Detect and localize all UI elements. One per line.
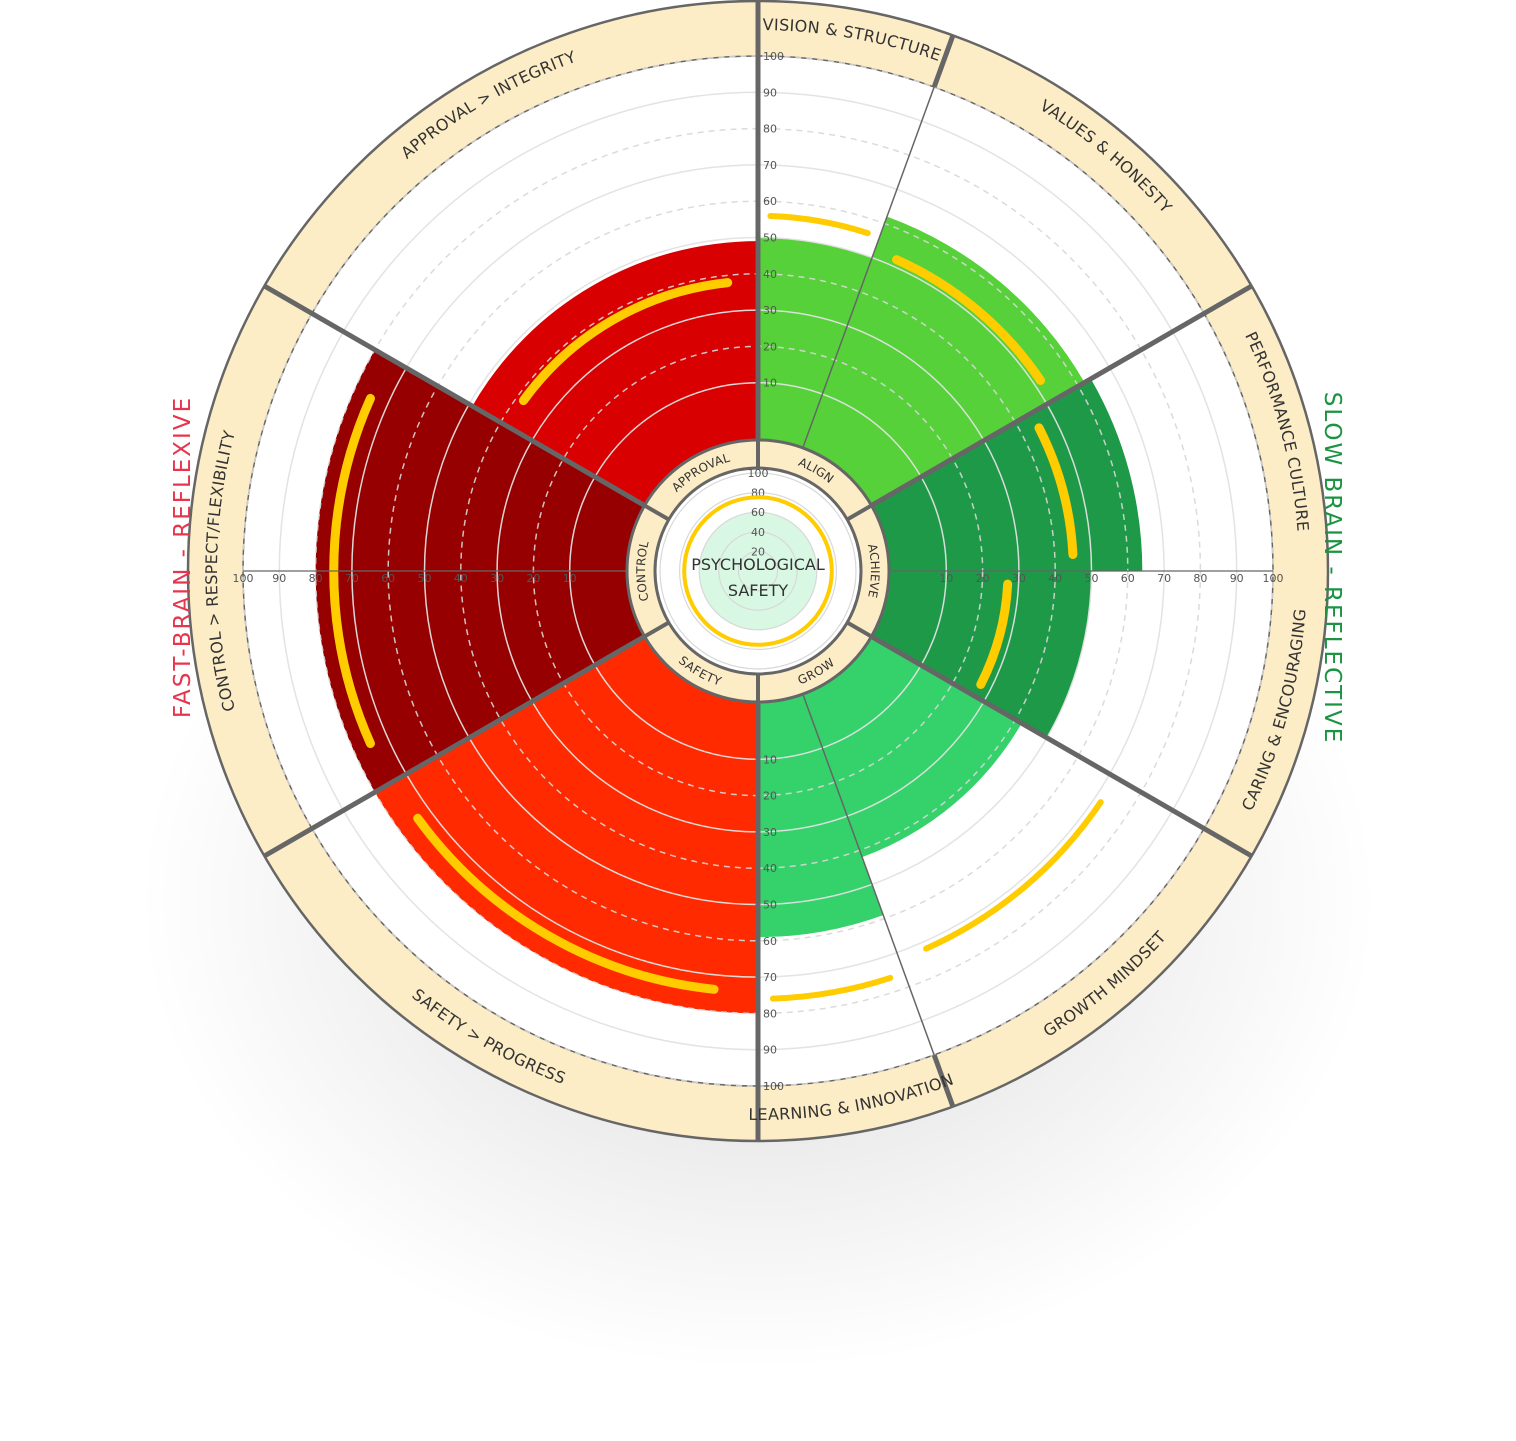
marker-arc-3 <box>976 579 1013 689</box>
tick-label: 60 <box>763 935 777 948</box>
tick-label: 70 <box>763 159 777 172</box>
tick-label: 50 <box>763 899 777 912</box>
center-tick-label: 40 <box>751 526 765 539</box>
tick-label: 20 <box>976 572 990 585</box>
tick-label: 30 <box>763 826 777 839</box>
tick-label: 50 <box>418 572 432 585</box>
bar-vision-structure <box>758 237 873 448</box>
center-title-line2: SAFETY <box>728 581 788 600</box>
tick-label: 30 <box>1012 572 1026 585</box>
inner-label-control: CONTROL <box>633 539 651 603</box>
tick-label: 40 <box>1048 572 1062 585</box>
tick-label: 60 <box>763 195 777 208</box>
tick-label: 80 <box>763 1007 777 1020</box>
tick-label: 80 <box>1193 572 1207 585</box>
tick-label: 90 <box>1230 572 1244 585</box>
tick-label: 30 <box>763 304 777 317</box>
center-tick-label: 60 <box>751 506 765 519</box>
right-side-title: SLOW BRAIN - REFLECTIVE <box>1319 392 1345 744</box>
tick-label: 10 <box>763 377 777 390</box>
marker-arc-2 <box>1034 423 1078 559</box>
marker-arc-4 <box>923 799 1104 952</box>
major-divider <box>263 634 646 859</box>
bar-learning-innovation <box>758 694 884 938</box>
marker-arc-6 <box>413 813 719 994</box>
major-divider <box>263 283 646 508</box>
inner-label-achieve: ACHIEVE <box>866 542 883 599</box>
tick-label: 40 <box>763 862 777 875</box>
bar-values-honesty <box>802 216 1085 506</box>
major-divider <box>870 283 1253 508</box>
tick-label: 50 <box>1085 572 1099 585</box>
tick-label: 40 <box>454 572 468 585</box>
marker-arc-0 <box>767 212 871 237</box>
tick-label: 100 <box>1263 572 1284 585</box>
segment-dividers <box>263 1 1253 1141</box>
tick-label: 100 <box>763 50 784 63</box>
marker-arc-8 <box>518 278 733 406</box>
bar-approval-integrity <box>472 241 758 506</box>
tick-label: 100 <box>763 1080 784 1093</box>
minor-divider-ring <box>931 34 956 88</box>
marker-arc-5 <box>769 974 894 1002</box>
tick-label: 90 <box>272 572 286 585</box>
tick-label: 90 <box>763 1044 777 1057</box>
tick-label: 50 <box>763 232 777 245</box>
center-tick-label: 20 <box>751 545 765 558</box>
tick-label: 20 <box>763 790 777 803</box>
tick-label: 60 <box>381 572 395 585</box>
tick-label: 10 <box>939 572 953 585</box>
tick-labels: 10 10 10 10 20 20 20 20 30 30 30 30 40 40 40 40 50 50 50 50… <box>233 50 1284 1093</box>
marker-arc-1 <box>892 255 1045 385</box>
minor-divider <box>802 693 935 1056</box>
center-marker-ring <box>682 495 834 647</box>
tick-label: 40 <box>763 268 777 281</box>
bar-performance-culture <box>871 378 1143 571</box>
tick-label: 70 <box>763 971 777 984</box>
tick-label: 80 <box>763 123 777 136</box>
tick-label: 70 <box>345 572 359 585</box>
tick-label: 90 <box>763 86 777 99</box>
tick-label: 20 <box>526 572 540 585</box>
tick-label: 10 <box>763 753 777 766</box>
major-divider <box>870 634 1253 859</box>
center-tick-label: 100 <box>748 467 769 480</box>
center-title-line1: PSYCHOLOGICAL <box>691 555 825 574</box>
bar-safety-progress <box>374 636 758 1014</box>
center-value-fill <box>698 511 818 631</box>
minor-divider-ring <box>931 1054 956 1108</box>
tick-label: 30 <box>490 572 504 585</box>
bar-caring-encouraging <box>871 571 1092 738</box>
tick-label: 80 <box>309 572 323 585</box>
tick-label: 100 <box>233 572 254 585</box>
tick-label: 10 <box>563 572 577 585</box>
tick-label: 20 <box>763 340 777 353</box>
minor-divider <box>802 86 935 449</box>
tick-label: 60 <box>1121 572 1135 585</box>
left-side-title: FAST-BRAIN - REFLEXIVE <box>170 396 196 718</box>
tick-label: 70 <box>1157 572 1171 585</box>
